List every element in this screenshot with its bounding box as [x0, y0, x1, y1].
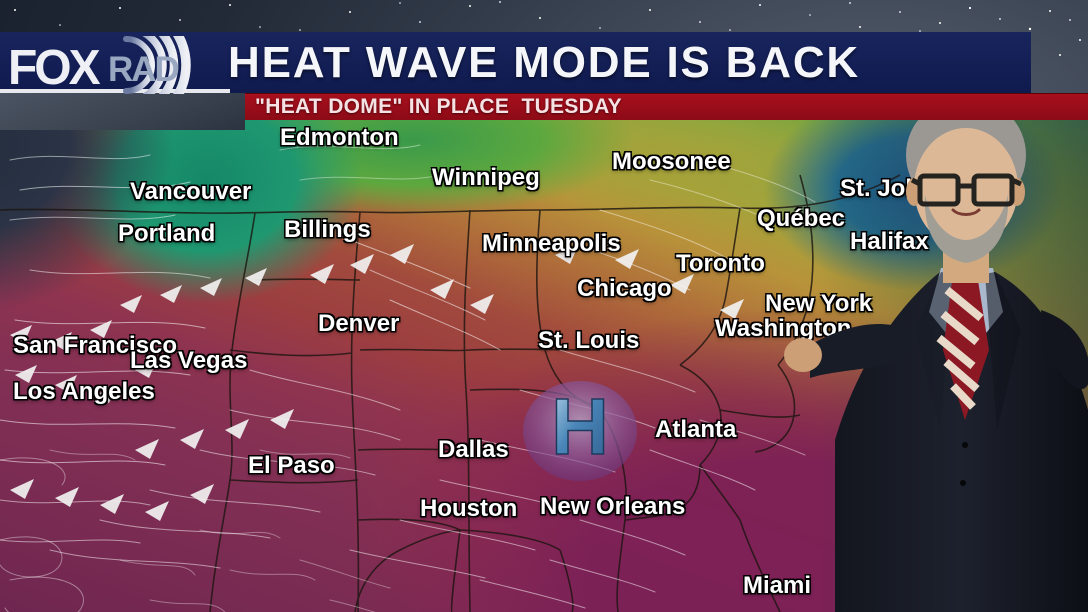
- svg-text:H: H: [551, 382, 609, 471]
- svg-text:FOX: FOX: [8, 41, 100, 94]
- svg-text:RAD: RAD: [108, 50, 179, 89]
